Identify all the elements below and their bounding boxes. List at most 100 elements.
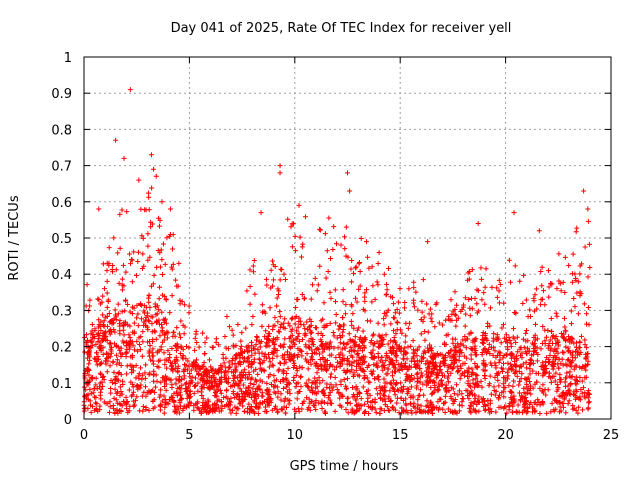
data-point xyxy=(340,287,346,293)
data-point xyxy=(538,363,544,369)
data-point xyxy=(466,396,472,402)
data-point xyxy=(263,276,269,282)
data-point xyxy=(108,386,114,392)
data-point xyxy=(262,404,268,410)
data-point xyxy=(111,235,117,241)
data-point xyxy=(257,340,263,346)
data-point xyxy=(381,322,387,328)
data-point xyxy=(410,395,416,401)
data-point xyxy=(235,375,241,381)
data-point xyxy=(314,370,320,376)
data-point xyxy=(123,297,129,303)
data-point xyxy=(118,363,124,369)
data-point xyxy=(556,251,562,257)
data-point xyxy=(581,301,587,307)
data-point xyxy=(214,402,220,408)
data-point xyxy=(111,395,117,401)
data-point xyxy=(132,347,138,353)
data-point xyxy=(250,269,256,275)
data-point xyxy=(281,398,287,404)
data-point xyxy=(536,228,542,234)
data-point xyxy=(566,336,572,342)
data-point xyxy=(391,347,397,353)
data-point xyxy=(351,325,357,331)
data-point xyxy=(332,367,338,373)
data-point xyxy=(411,347,417,353)
data-point xyxy=(455,392,461,398)
data-point xyxy=(493,388,499,394)
data-point xyxy=(405,325,411,331)
data-point xyxy=(223,345,229,351)
data-point xyxy=(128,261,134,267)
data-point xyxy=(469,366,475,372)
data-point xyxy=(528,357,534,363)
data-point xyxy=(356,362,362,368)
data-point xyxy=(413,289,419,295)
data-point xyxy=(220,355,226,361)
data-point xyxy=(257,365,263,371)
data-point xyxy=(383,350,389,356)
data-point xyxy=(373,410,379,416)
data-point xyxy=(124,346,130,352)
data-point xyxy=(406,366,412,372)
data-point xyxy=(546,284,552,290)
data-point xyxy=(584,311,590,317)
data-point xyxy=(504,369,510,375)
data-point xyxy=(385,366,391,372)
data-point xyxy=(93,406,99,412)
data-point xyxy=(566,398,572,404)
data-point xyxy=(114,357,120,363)
data-point xyxy=(501,361,507,367)
data-point xyxy=(512,371,518,377)
data-point xyxy=(375,374,381,380)
data-point xyxy=(113,312,119,318)
data-point xyxy=(192,347,198,353)
data-point xyxy=(245,384,251,390)
data-point xyxy=(145,295,151,301)
data-point xyxy=(365,254,371,260)
data-point xyxy=(399,389,405,395)
data-point xyxy=(280,344,286,350)
data-point xyxy=(556,342,562,348)
data-point xyxy=(118,389,124,395)
data-point xyxy=(302,330,308,336)
data-point xyxy=(554,388,560,394)
data-point xyxy=(235,391,241,397)
data-point xyxy=(581,188,587,194)
data-point xyxy=(284,352,290,358)
data-point xyxy=(441,355,447,361)
data-point xyxy=(274,295,280,301)
data-point xyxy=(428,373,434,379)
data-point xyxy=(448,297,454,303)
data-point xyxy=(332,408,338,414)
data-point xyxy=(364,287,370,293)
data-point xyxy=(404,391,410,397)
data-point xyxy=(428,384,434,390)
data-point xyxy=(571,340,577,346)
data-point xyxy=(291,377,297,383)
data-point xyxy=(299,353,305,359)
data-point xyxy=(356,343,362,349)
data-point xyxy=(367,404,373,410)
data-point xyxy=(104,350,110,356)
data-point xyxy=(503,332,509,338)
data-point xyxy=(139,393,145,399)
data-point xyxy=(153,320,159,326)
data-point xyxy=(561,395,567,401)
data-point xyxy=(285,320,291,326)
data-point xyxy=(213,336,219,342)
data-point xyxy=(483,348,489,354)
data-point xyxy=(390,294,396,300)
data-point xyxy=(450,308,456,314)
data-point xyxy=(113,137,119,143)
data-point xyxy=(158,322,164,328)
data-point xyxy=(396,343,402,349)
data-point xyxy=(265,352,271,358)
data-point xyxy=(547,352,553,358)
data-point xyxy=(135,323,141,329)
data-point xyxy=(372,296,378,302)
data-point xyxy=(122,319,128,325)
data-point xyxy=(264,282,270,288)
data-point xyxy=(293,304,299,310)
data-point xyxy=(432,324,438,330)
